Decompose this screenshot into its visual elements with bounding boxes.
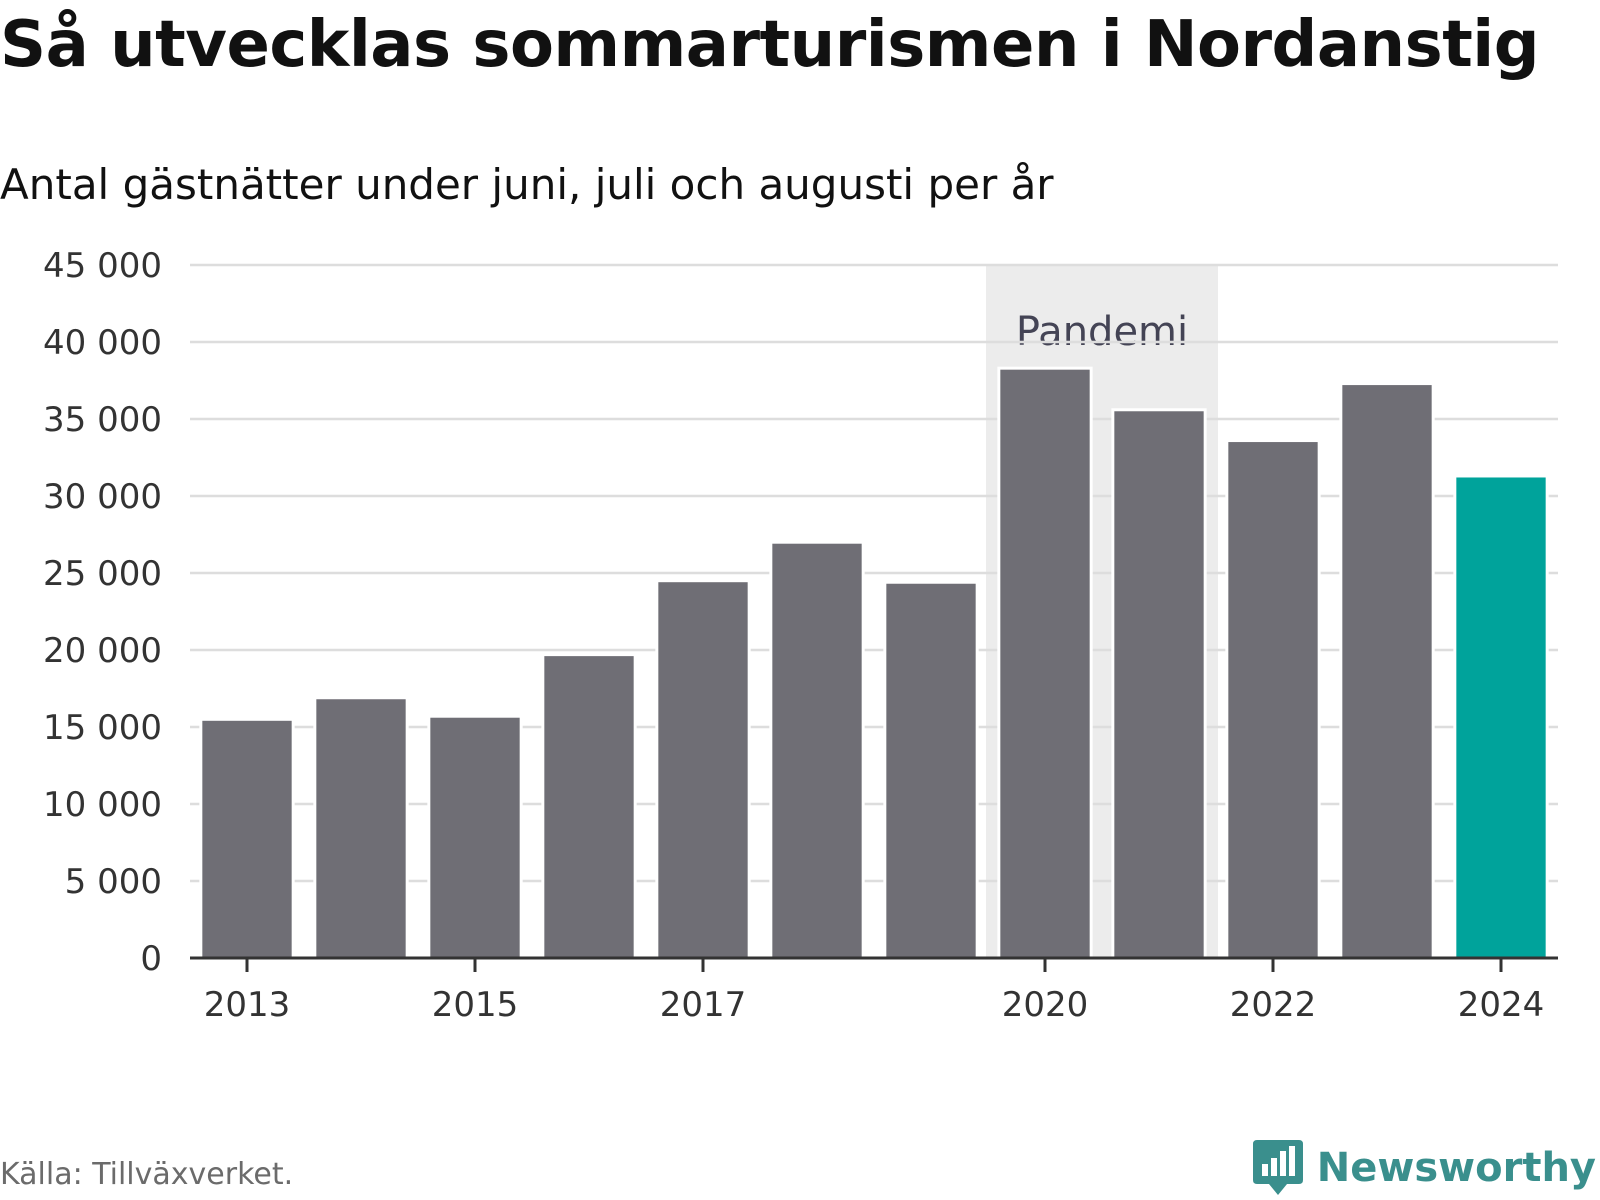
bar-2016 [541, 653, 637, 960]
brand-name: Newsworthy [1316, 1145, 1596, 1191]
y-tick-label: 0 [140, 939, 162, 979]
bar-2018 [769, 540, 865, 960]
y-tick-label: 10 000 [43, 785, 162, 825]
chart-title: Så utvecklas sommarturismen i Nordanstig [0, 8, 1540, 82]
x-tick-label: 2017 [660, 985, 747, 1025]
bar-2020 [997, 366, 1093, 960]
x-tick-label: 2013 [204, 985, 291, 1025]
bar-chart: Pandemi 0 5 000 10 000 15 000 20 000 25 000 30 … [43, 246, 1558, 1025]
bar-chart-speech-bubble-icon [1252, 1140, 1303, 1195]
x-tick-label: 2015 [432, 985, 519, 1025]
y-tick-label: 5 000 [65, 862, 162, 902]
bar-2022 [1225, 439, 1321, 960]
bar-2015 [427, 714, 523, 960]
bar-2013 [199, 717, 295, 960]
y-tick-label: 25 000 [43, 554, 162, 594]
bar-2023 [1339, 382, 1435, 960]
chart-subtitle: Antal gästnätter under juni, juli och au… [0, 160, 1054, 209]
y-tick-label: 20 000 [43, 631, 162, 671]
y-tick-label: 15 000 [43, 708, 162, 748]
x-tick-label: 2022 [1230, 985, 1317, 1025]
bar-2017 [655, 579, 751, 960]
y-tick-label: 30 000 [43, 477, 162, 517]
bar-2014 [313, 696, 409, 960]
y-tick-label: 40 000 [43, 323, 162, 363]
pandemic-band-label: Pandemi [1016, 309, 1188, 355]
y-tick-label: 45 000 [43, 246, 162, 286]
bar-2024 [1453, 474, 1549, 960]
bar-2019 [883, 580, 979, 960]
bar-2021 [1111, 408, 1207, 960]
brand-logo: Newsworthy [1252, 1140, 1596, 1196]
source-note: Källa: Tillväxverket. [0, 1157, 294, 1192]
x-tick-label: 2024 [1458, 985, 1545, 1025]
x-tick-label: 2020 [1002, 985, 1089, 1025]
y-tick-label: 35 000 [43, 400, 162, 440]
